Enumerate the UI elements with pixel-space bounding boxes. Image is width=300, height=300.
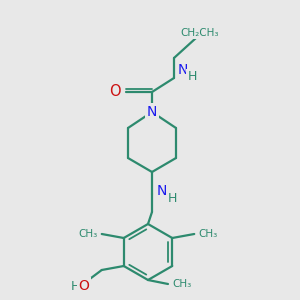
Text: O: O xyxy=(109,85,121,100)
Text: CH₃: CH₃ xyxy=(172,279,192,289)
Text: O: O xyxy=(78,279,89,293)
Text: N: N xyxy=(157,184,167,198)
Text: N: N xyxy=(147,105,157,119)
Text: H: H xyxy=(187,70,197,83)
Text: N: N xyxy=(178,63,188,77)
Text: H: H xyxy=(71,280,80,293)
Text: CH₃: CH₃ xyxy=(199,229,218,239)
Text: CH₂CH₃: CH₂CH₃ xyxy=(181,28,219,38)
Text: H: H xyxy=(167,193,177,206)
Text: CH₃: CH₃ xyxy=(78,229,98,239)
